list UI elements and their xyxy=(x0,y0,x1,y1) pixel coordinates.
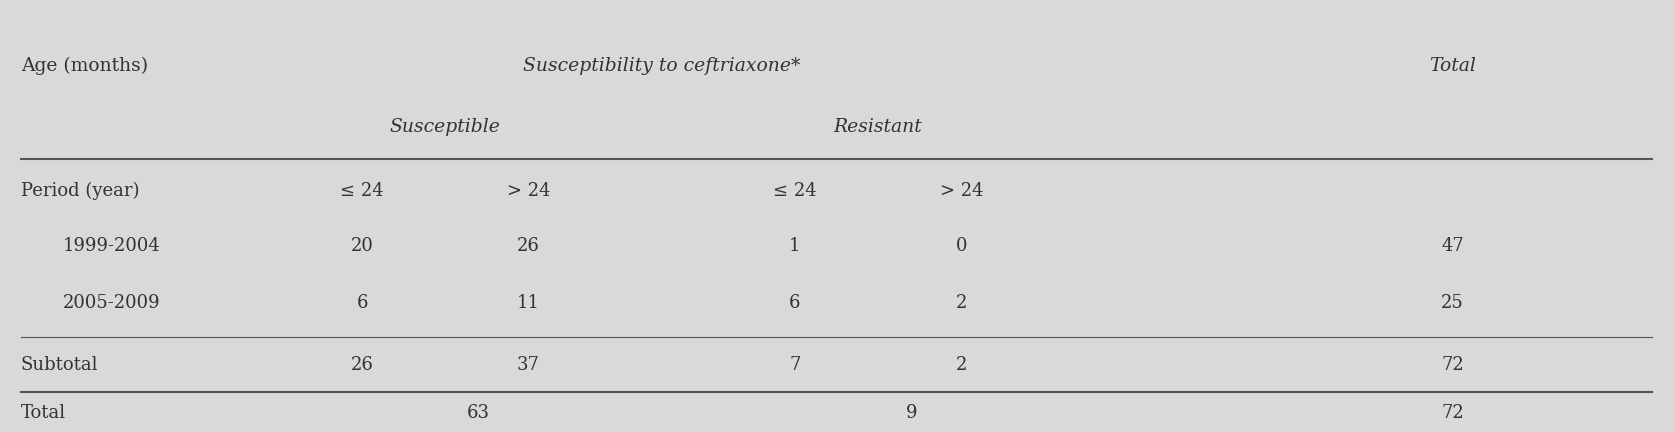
Text: Total: Total xyxy=(20,404,65,422)
Text: 7: 7 xyxy=(790,356,801,374)
Text: 1999-2004: 1999-2004 xyxy=(62,237,161,254)
Text: Total: Total xyxy=(1429,57,1476,75)
Text: Resistant: Resistant xyxy=(833,118,922,136)
Text: 47: 47 xyxy=(1440,237,1464,254)
Text: 63: 63 xyxy=(467,404,490,422)
Text: Subtotal: Subtotal xyxy=(20,356,99,374)
Text: Period (year): Period (year) xyxy=(20,181,139,200)
Text: 2: 2 xyxy=(955,294,967,312)
Text: 26: 26 xyxy=(517,237,540,254)
Text: 1: 1 xyxy=(790,237,801,254)
Text: 25: 25 xyxy=(1440,294,1464,312)
Text: Susceptibility to ceftriaxone*: Susceptibility to ceftriaxone* xyxy=(524,57,800,75)
Text: 37: 37 xyxy=(517,356,540,374)
Text: 6: 6 xyxy=(790,294,801,312)
Text: 6: 6 xyxy=(356,294,368,312)
Text: ≤ 24: ≤ 24 xyxy=(773,181,816,200)
Text: > 24: > 24 xyxy=(940,181,984,200)
Text: 72: 72 xyxy=(1440,356,1464,374)
Text: 9: 9 xyxy=(905,404,917,422)
Text: Age (months): Age (months) xyxy=(20,57,147,75)
Text: 72: 72 xyxy=(1440,404,1464,422)
Text: 0: 0 xyxy=(955,237,967,254)
Text: 20: 20 xyxy=(351,237,373,254)
Text: Susceptible: Susceptible xyxy=(390,118,500,136)
Text: 11: 11 xyxy=(517,294,540,312)
Text: > 24: > 24 xyxy=(507,181,550,200)
Text: 26: 26 xyxy=(351,356,373,374)
Text: 2005-2009: 2005-2009 xyxy=(62,294,161,312)
Text: ≤ 24: ≤ 24 xyxy=(340,181,383,200)
Text: 2: 2 xyxy=(955,356,967,374)
